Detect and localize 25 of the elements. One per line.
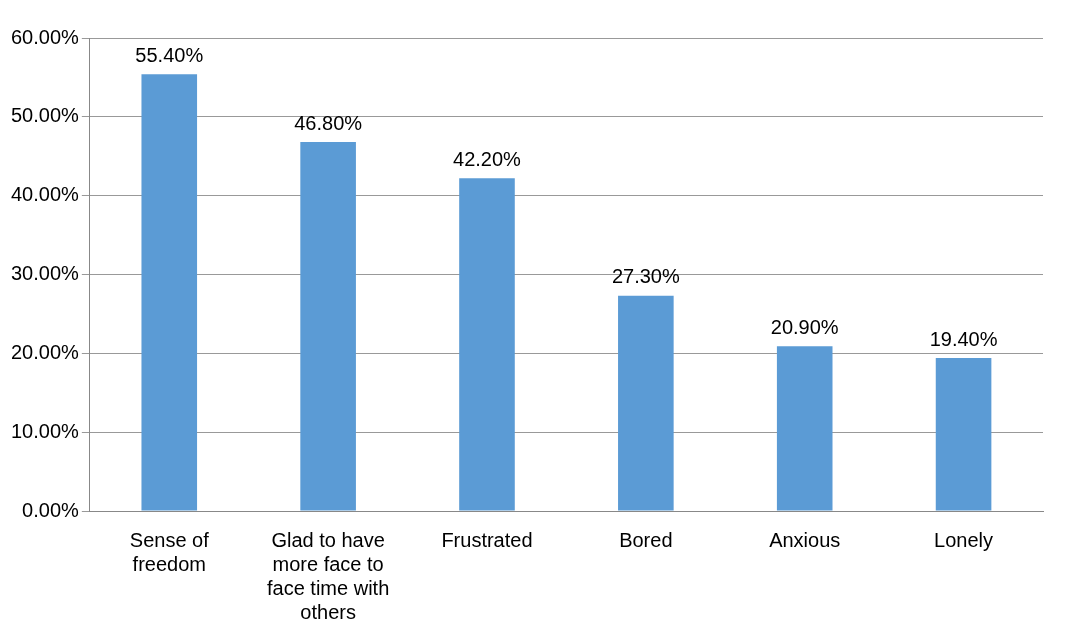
- y-tick-label: 10.00%: [10, 419, 80, 442]
- bar: [141, 74, 198, 511]
- x-tick-label: Glad to have more face to face time with others: [266, 528, 390, 623]
- data-label: 19.40%: [929, 327, 998, 350]
- y-tick-label: 20.00%: [10, 340, 80, 363]
- bar: [776, 346, 833, 511]
- data-label: 55.40%: [135, 43, 204, 66]
- y-tick-label: 60.00%: [10, 25, 80, 48]
- y-tick-label: 0.00%: [22, 498, 80, 521]
- y-tick-label: 30.00%: [10, 262, 80, 285]
- bar: [459, 178, 515, 511]
- x-tick-label: Frustrated: [441, 528, 533, 551]
- y-tick-label: 50.00%: [10, 104, 80, 127]
- y-tick-label: 40.00%: [10, 183, 80, 206]
- x-tick-label: Lonely: [934, 528, 994, 551]
- bar: [935, 358, 992, 511]
- bar: [618, 295, 674, 511]
- bar: [300, 142, 356, 511]
- x-tick-label: Sense of freedom: [129, 528, 210, 575]
- x-tick-label: Bored: [619, 528, 673, 551]
- data-label: 20.90%: [770, 315, 839, 338]
- data-label: 46.80%: [294, 111, 363, 134]
- x-tick-label: Anxious: [769, 528, 841, 551]
- data-label: 42.20%: [453, 147, 522, 170]
- data-label: 27.30%: [611, 265, 680, 288]
